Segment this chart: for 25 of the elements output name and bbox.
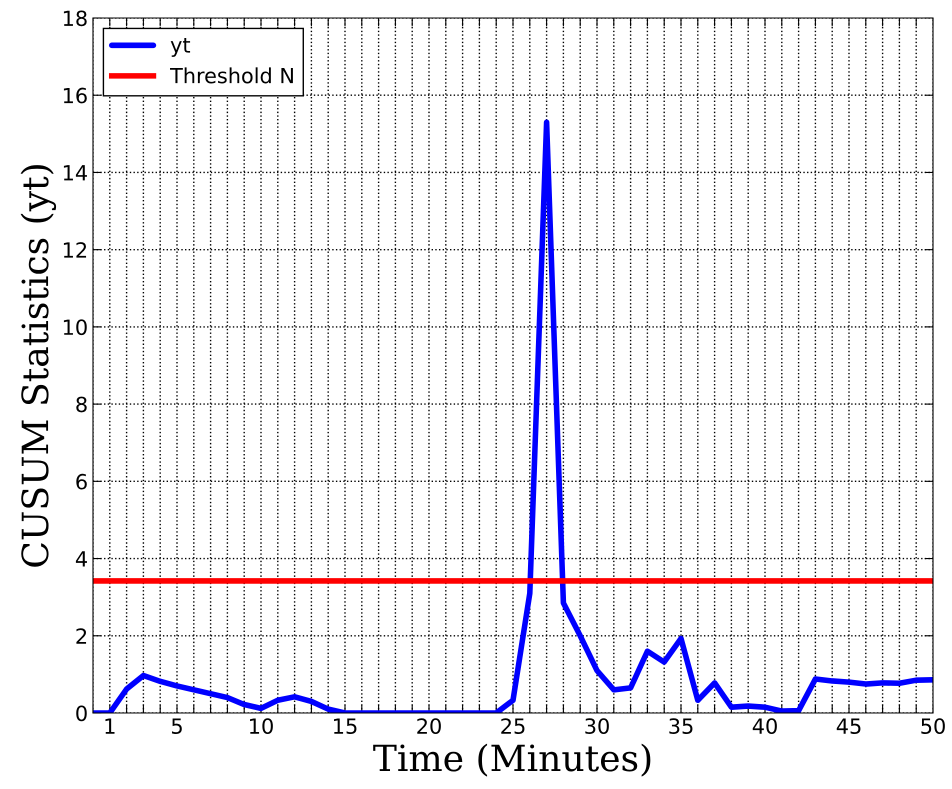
y-tick-label: 6	[76, 474, 87, 490]
y-tick-label: 10	[64, 319, 87, 336]
x-tick-label: 35	[669, 718, 692, 734]
y-tick-label: 16	[64, 88, 87, 104]
x-tick-label: 30	[585, 718, 609, 734]
x-tick-label: 20	[417, 718, 441, 734]
y-axis-title: CUSUM Statistics (yt)	[20, 165, 56, 567]
y-tick-label: 14	[64, 165, 87, 180]
x-axis-title: Time (Minutes)	[373, 744, 650, 777]
y-tick-label: 2	[76, 628, 86, 644]
x-tick-label: 50	[921, 718, 945, 734]
legend-label: yt	[170, 38, 190, 57]
y-tick-label: 18	[64, 10, 87, 26]
y-tick-label: 8	[76, 396, 87, 412]
x-tick-label: 45	[836, 718, 860, 734]
x-tick-label: 15	[334, 718, 356, 734]
x-tick-label: 25	[501, 718, 524, 734]
y-tick-label: 0	[76, 705, 87, 722]
x-tick-label: 1	[105, 718, 115, 734]
x-tick-label: 40	[752, 718, 777, 734]
legend-label: Threshold N	[170, 67, 293, 84]
x-tick-label: 5	[172, 718, 182, 734]
x-tick-label: 10	[250, 718, 273, 734]
y-tick-label: 12	[64, 242, 86, 258]
y-tick-label: 4	[76, 551, 87, 566]
